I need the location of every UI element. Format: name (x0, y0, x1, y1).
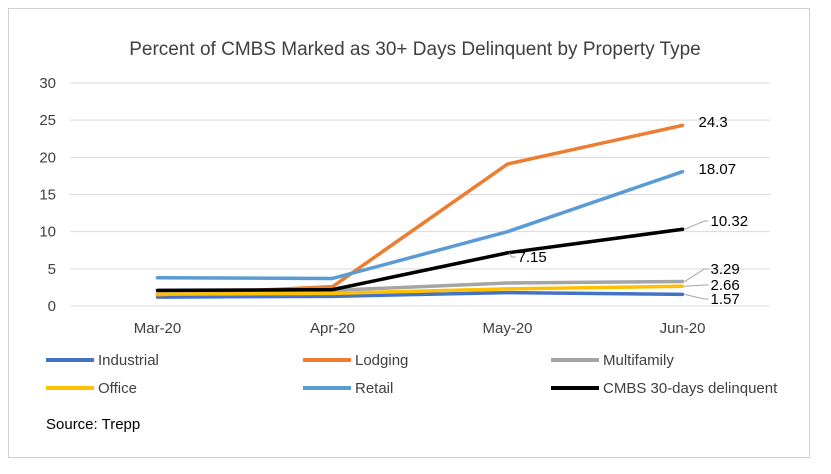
legend-item-industrial: Industrial (46, 352, 159, 369)
data-label-retail: 18.07 (699, 161, 737, 178)
legend-item-cmbs-30-days-delinquent: CMBS 30-days delinquent (551, 380, 778, 397)
series-lines (155, 123, 685, 299)
legend-item-office: Office (46, 380, 137, 397)
data-label-multifamily: 3.29 (711, 261, 740, 278)
x-tick-label: Apr-20 (310, 320, 355, 337)
y-tick-label: 25 (39, 112, 56, 129)
series-line-industrial (155, 290, 685, 299)
legend: Industrial Lodging Multifamily Office Retail… (46, 352, 778, 397)
y-tick-label: 30 (39, 75, 56, 92)
legend-label: Retail (355, 380, 393, 397)
legend-item-multifamily: Multifamily (551, 352, 674, 369)
legend-item-retail: Retail (303, 380, 393, 397)
legend-label: CMBS 30-days delinquent (603, 380, 778, 397)
series-line-lodging (155, 123, 685, 297)
data-label-cmbs-30-days-delinquent: 10.32 (711, 213, 749, 230)
x-tick-label: Jun-20 (660, 320, 706, 337)
data-label-industrial: 1.57 (711, 291, 740, 308)
leader-line (684, 284, 709, 287)
y-tick-label: 15 (39, 187, 56, 204)
data-label-office: 2.66 (711, 277, 740, 294)
y-tick-label: 0 (48, 298, 56, 315)
data-label-cmbs-30-days-delinquent: 7.15 (518, 249, 547, 266)
series-line-office (155, 284, 685, 296)
leader-line (684, 268, 709, 282)
x-axis: Mar-20 Apr-20 May-20 Jun-20 (134, 320, 706, 337)
leader-line (684, 220, 709, 230)
legend-item-lodging: Lodging (303, 352, 408, 369)
series-line-multifamily (155, 279, 685, 296)
source-note: Source: Trepp (46, 416, 140, 433)
gridlines (70, 82, 770, 307)
y-tick-label: 5 (48, 261, 56, 278)
y-tick-label: 20 (39, 149, 56, 166)
leader-line (684, 293, 709, 300)
x-tick-label: Mar-20 (134, 320, 182, 337)
x-tick-label: May-20 (482, 320, 532, 337)
series-line-cmbs-30-days-delinquent (155, 227, 685, 293)
series-line-retail (155, 169, 685, 281)
chart-title: Percent of CMBS Marked as 30+ Days Delin… (129, 39, 701, 60)
legend-label: Industrial (98, 352, 159, 369)
data-labels: 24.3 18.07 10.32 7.15 3.292.661.57 (509, 114, 749, 308)
legend-label: Multifamily (603, 352, 674, 369)
leader-line (509, 252, 516, 258)
y-axis: 0 5 10 15 20 25 30 (39, 75, 56, 315)
legend-label: Office (98, 380, 137, 397)
data-label-lodging: 24.3 (699, 114, 728, 131)
legend-label: Lodging (355, 352, 408, 369)
y-tick-label: 10 (39, 224, 56, 241)
